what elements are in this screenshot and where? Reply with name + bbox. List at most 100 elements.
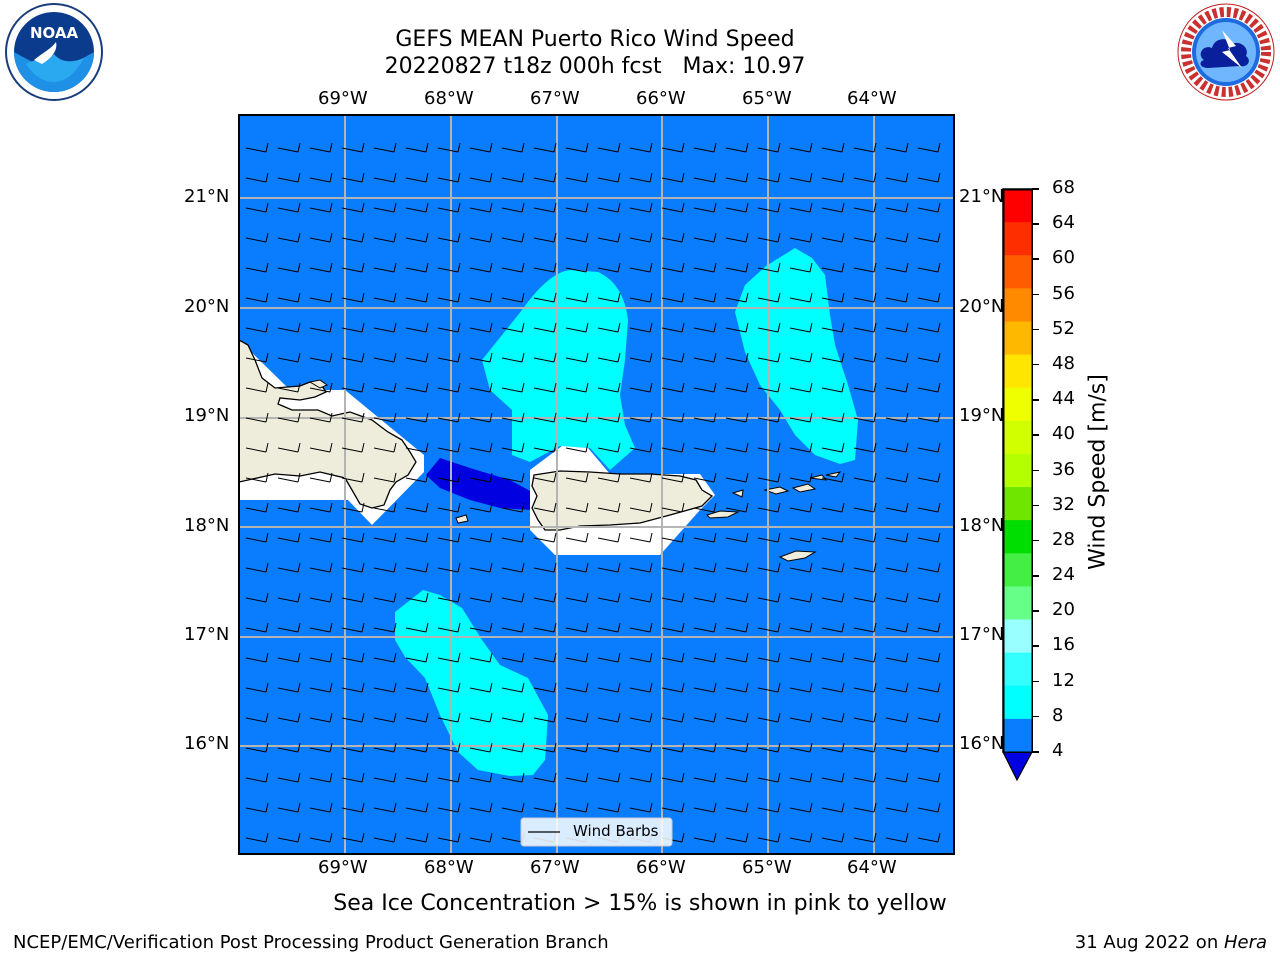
wind-barb (789, 562, 813, 573)
island-culebra (731, 489, 744, 498)
wind-barb (405, 502, 429, 513)
colorbar-tick-label: 12 (1052, 669, 1075, 691)
colorbar-band (1003, 520, 1033, 554)
wind-barb (885, 742, 909, 753)
lat-tick-left: 20°N (184, 296, 230, 317)
wind-barb (757, 592, 781, 603)
wind-barb (501, 322, 525, 333)
wind-barb (437, 442, 461, 453)
wind-barb (725, 832, 749, 843)
wind-barb (437, 652, 461, 663)
wind-barb (341, 622, 365, 633)
lon-tick-bottom: 68°W (424, 857, 474, 878)
wind-barb (373, 562, 397, 573)
wind-barb (373, 412, 397, 423)
wind-region-northeast-cyan (735, 248, 858, 464)
wind-barb (597, 712, 621, 723)
colorbar-tick-label: 56 (1052, 282, 1075, 304)
wind-barb (245, 712, 269, 723)
map-frame (238, 114, 955, 855)
wind-barb (725, 742, 749, 753)
wind-barb (437, 562, 461, 573)
wind-barb (917, 622, 941, 633)
wind-barb (341, 652, 365, 663)
wind-barb (693, 652, 717, 663)
wind-barb (757, 262, 781, 273)
wind-barb (725, 292, 749, 303)
wind-barb (437, 502, 461, 513)
wind-barb (725, 472, 749, 483)
wind-barb (277, 292, 301, 303)
wind-barb (437, 172, 461, 183)
wind-barb (789, 682, 813, 693)
wind-barb (757, 472, 781, 483)
colorbar-band (1003, 453, 1033, 488)
wind-barb (373, 262, 397, 273)
wind-barb (245, 742, 269, 753)
wind-barb (917, 742, 941, 753)
wind-barb (437, 292, 461, 303)
wind-barb (597, 622, 621, 633)
colorbar-tick-mark (1032, 434, 1039, 436)
wind-barb (629, 742, 653, 753)
colorbar-tick-label: 24 (1052, 564, 1075, 586)
wind-barb (853, 562, 877, 573)
wind-barb (469, 652, 493, 663)
colorbar-band (1003, 420, 1033, 455)
wind-barb (277, 322, 301, 333)
lon-tick-bottom: 67°W (530, 857, 580, 878)
colorbar-band (1003, 553, 1033, 588)
wind-barb (373, 232, 397, 243)
wind-barb (597, 682, 621, 693)
wind-barb (629, 322, 653, 333)
wind-barb (629, 442, 653, 453)
wind-barb (629, 592, 653, 603)
wind-barb (373, 832, 397, 843)
wind-barb (789, 322, 813, 333)
wind-barb (821, 682, 845, 693)
wind-barb (821, 172, 845, 183)
lon-tick-bottom: 69°W (318, 857, 368, 878)
lat-tick-right: 17°N (959, 624, 1005, 645)
wind-barb (501, 292, 525, 303)
wind-barb (661, 232, 685, 243)
lon-tick-top: 64°W (847, 88, 897, 109)
wind-barb (693, 622, 717, 633)
wind-barb (501, 202, 525, 213)
wind-barb (277, 652, 301, 663)
colorbar-band (1003, 321, 1033, 356)
wind-barb (469, 502, 493, 513)
wind-barb (597, 322, 621, 333)
wind-barb (693, 712, 717, 723)
wind-barb (661, 652, 685, 663)
wind-barb (469, 292, 493, 303)
wind-barb (757, 682, 781, 693)
wind-barb (565, 382, 589, 393)
wind-barb (597, 262, 621, 273)
wind-barb (693, 382, 717, 393)
wind-barb (853, 532, 877, 543)
footer-date: 31 Aug 2022 on (1074, 932, 1224, 953)
wind-barb (853, 802, 877, 813)
wind-barb (501, 142, 525, 153)
wind-barb (917, 832, 941, 843)
wind-barb (821, 232, 845, 243)
wind-barb (437, 742, 461, 753)
wind-barb (789, 622, 813, 633)
colorbar-band (1003, 189, 1033, 223)
wind-barb (245, 292, 269, 303)
wind-barb (277, 142, 301, 153)
wind-barb (405, 382, 429, 393)
colorbar-tick-label: 20 (1052, 599, 1075, 621)
wind-barb (341, 802, 365, 813)
wind-barb (853, 712, 877, 723)
wind-barb (757, 562, 781, 573)
wind-barb (917, 172, 941, 183)
wind-barb (405, 322, 429, 333)
wind-barb (853, 832, 877, 843)
wind-barb (533, 292, 557, 303)
wind-barb (245, 202, 269, 213)
wind-barb (821, 652, 845, 663)
wind-barb (341, 322, 365, 333)
colorbar-tick-mark (1032, 539, 1039, 542)
